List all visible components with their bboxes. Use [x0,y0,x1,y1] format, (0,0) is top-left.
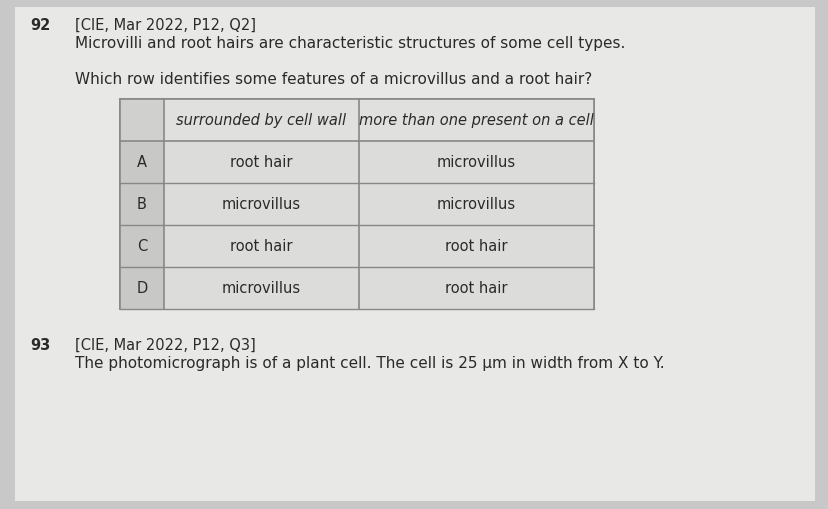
Bar [120,100,164,142]
Text: root hair: root hair [445,281,507,296]
Text: more than one present on a cell: more than one present on a cell [359,114,593,128]
Text: surrounded by cell wall: surrounded by cell wall [176,114,346,128]
Text: microvillus: microvillus [222,281,301,296]
Text: The photomicrograph is of a plant cell. The cell is 25 μm in width from X to Y.: The photomicrograph is of a plant cell. … [75,355,664,370]
Bar [120,225,164,267]
Text: Microvilli and root hairs are characteristic structures of some cell types.: Microvilli and root hairs are characteri… [75,36,624,51]
Text: 92: 92 [30,18,51,33]
Text: microvillus: microvillus [436,197,516,212]
Text: microvillus: microvillus [222,197,301,212]
Text: C: C [137,239,147,254]
Bar [120,100,594,142]
Text: 93: 93 [30,337,51,352]
Text: microvillus: microvillus [436,155,516,170]
Bar [120,225,594,267]
Text: B: B [137,197,147,212]
Bar [120,267,594,309]
Bar [120,184,594,225]
Text: D: D [137,281,147,296]
Bar [120,142,164,184]
Text: root hair: root hair [445,239,507,254]
Text: [CIE, Mar 2022, P12, Q2]: [CIE, Mar 2022, P12, Q2] [75,18,256,33]
Text: [CIE, Mar 2022, P12, Q3]: [CIE, Mar 2022, P12, Q3] [75,337,256,352]
Bar [120,100,594,309]
Bar [120,267,164,309]
Bar [120,184,164,225]
Text: root hair: root hair [230,239,292,254]
Text: A: A [137,155,147,170]
Text: Which row identifies some features of a microvillus and a root hair?: Which row identifies some features of a … [75,72,591,87]
Text: root hair: root hair [230,155,292,170]
Bar [120,142,594,184]
